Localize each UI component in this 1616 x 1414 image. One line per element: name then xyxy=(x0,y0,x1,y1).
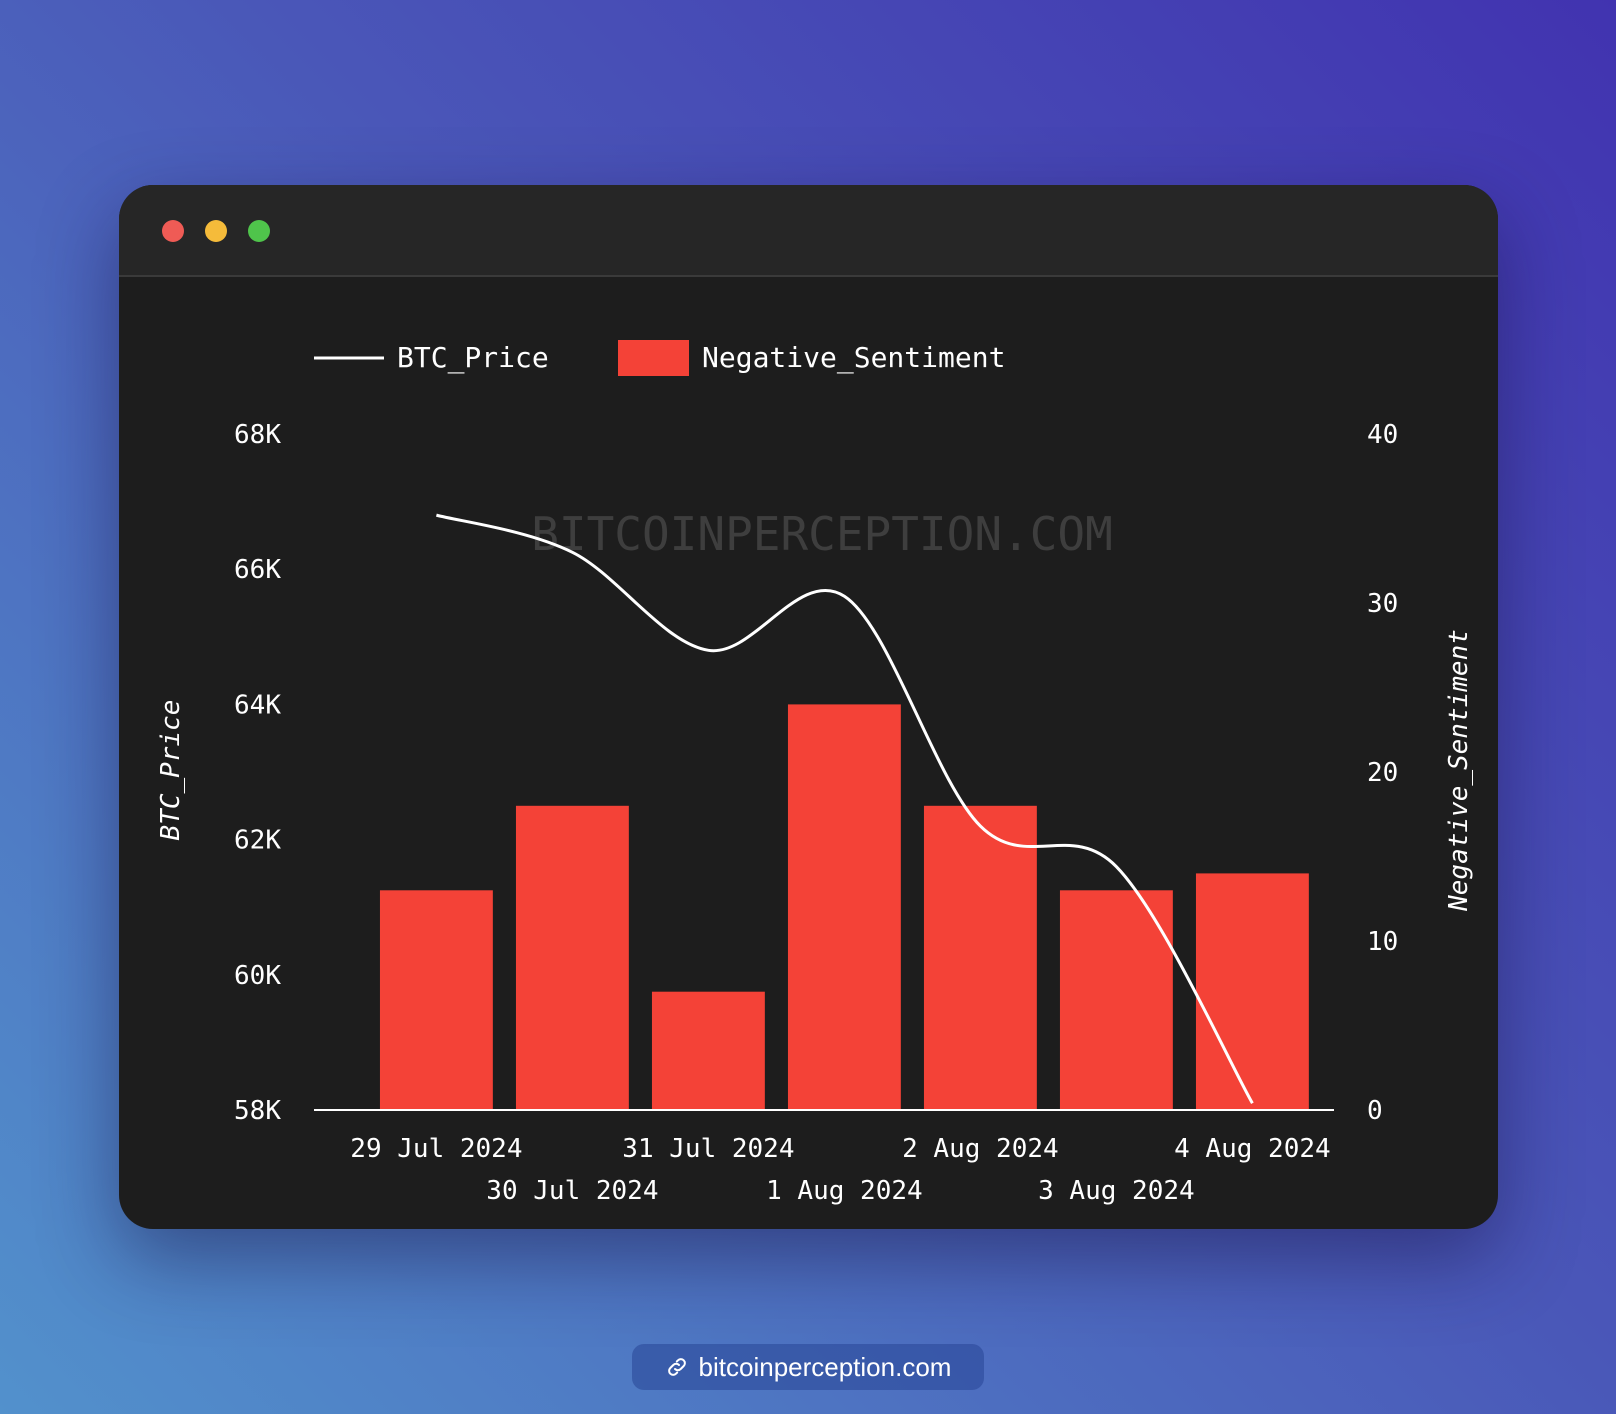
y-right-axis-title: Negative_Sentiment xyxy=(1444,629,1474,912)
title-bar xyxy=(119,185,1498,277)
bar-7 xyxy=(1195,873,1309,1110)
y-left-tick-label: 62K xyxy=(234,826,281,856)
y-left-tick-label: 58K xyxy=(234,1096,281,1126)
x-tick-label: 2 Aug 2024 xyxy=(902,1134,1059,1164)
watermark: BITCOINPERCEPTION.COM xyxy=(531,507,1113,561)
y-left-tick-label: 68K xyxy=(234,420,281,450)
y-left-axis-title: BTC_Price xyxy=(156,700,186,841)
y-right-tick-label: 20 xyxy=(1367,758,1398,788)
maximize-button[interactable] xyxy=(248,220,270,242)
app-window: BITCOINPERCEPTION.COM 58K 60K 62K 64K 66K 68K 0… xyxy=(119,185,1498,1229)
legend-bar-swatch xyxy=(618,340,689,376)
x-tick-label: 1 Aug 2024 xyxy=(766,1176,923,1206)
bar-5 xyxy=(923,805,1037,1110)
bar-2 xyxy=(515,805,629,1110)
close-button[interactable] xyxy=(162,220,184,242)
y-right-tick-label: 10 xyxy=(1367,927,1398,957)
y-left-tick-label: 60K xyxy=(234,961,281,991)
x-tick-label: 29 Jul 2024 xyxy=(350,1134,522,1164)
bar-6 xyxy=(1059,890,1173,1110)
y-left-tick-label: 64K xyxy=(234,690,281,720)
y-right-tick-label: 30 xyxy=(1367,589,1398,619)
y-right-tick-label: 40 xyxy=(1367,420,1398,450)
bar-1 xyxy=(379,890,493,1110)
footer-url: bitcoinperception.com xyxy=(698,1351,952,1382)
x-tick-label: 4 Aug 2024 xyxy=(1174,1134,1331,1164)
bar-4 xyxy=(787,704,901,1110)
x-tick-label: 3 Aug 2024 xyxy=(1038,1176,1195,1206)
y-left-tick-label: 66K xyxy=(234,555,281,585)
y-right-tick-label: 0 xyxy=(1367,1096,1383,1126)
x-tick-label: 30 Jul 2024 xyxy=(486,1176,658,1206)
series-line-BTC_Price xyxy=(436,513,1254,1104)
bar-3 xyxy=(651,991,765,1110)
legend-label-Negative_Sentiment: Negative_Sentiment xyxy=(702,341,1005,375)
link-icon xyxy=(667,1358,686,1376)
x-tick-label: 31 Jul 2024 xyxy=(622,1134,794,1164)
legend-label-BTC_Price: BTC_Price xyxy=(397,341,549,375)
minimize-button[interactable] xyxy=(205,220,227,242)
chart: BITCOINPERCEPTION.COM 58K 60K 62K 64K 66K 68K 0… xyxy=(156,340,1474,1206)
footer-link[interactable]: bitcoinperception.com xyxy=(632,1344,984,1390)
